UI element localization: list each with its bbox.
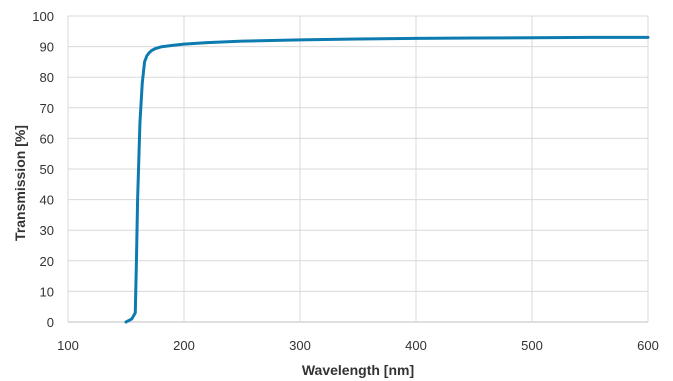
y-tick-label: 100 bbox=[32, 9, 54, 24]
y-tick-label: 70 bbox=[40, 101, 54, 116]
x-tick-label: 500 bbox=[521, 338, 543, 353]
y-gridlines bbox=[68, 16, 648, 322]
y-tick-label: 30 bbox=[40, 223, 54, 238]
y-tick-label: 80 bbox=[40, 70, 54, 85]
y-tick-label: 20 bbox=[40, 254, 54, 269]
x-tick-label: 100 bbox=[57, 338, 79, 353]
y-tick-label: 50 bbox=[40, 162, 54, 177]
x-tick-label: 300 bbox=[289, 338, 311, 353]
x-tick-label: 400 bbox=[405, 338, 427, 353]
y-tick-label: 10 bbox=[40, 284, 54, 299]
y-tick-labels: 0 10 20 30 40 50 60 70 80 90 100 bbox=[32, 9, 54, 330]
x-tick-label: 200 bbox=[173, 338, 195, 353]
x-tick-label: 600 bbox=[637, 338, 659, 353]
transmission-curve bbox=[126, 37, 648, 322]
x-axis-label: Wavelength [nm] bbox=[302, 362, 414, 378]
y-axis-label: Transmission [%] bbox=[12, 125, 28, 241]
y-tick-label: 40 bbox=[40, 193, 54, 208]
x-tick-labels: 100 200 300 400 500 600 bbox=[57, 338, 659, 353]
y-tick-label: 90 bbox=[40, 40, 54, 55]
y-tick-label: 0 bbox=[47, 315, 54, 330]
y-tick-label: 60 bbox=[40, 131, 54, 146]
